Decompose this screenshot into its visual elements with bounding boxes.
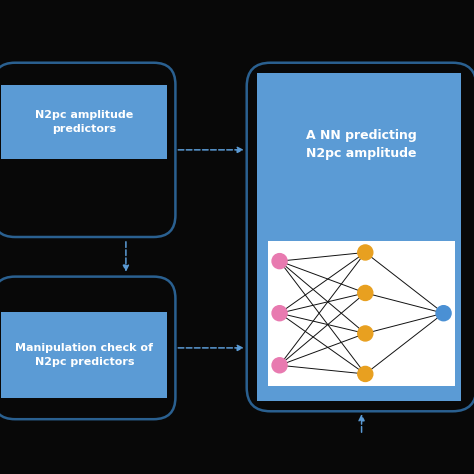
Circle shape: [358, 366, 373, 382]
FancyBboxPatch shape: [1, 85, 167, 159]
Text: A NN predicting
N2pc amplitude: A NN predicting N2pc amplitude: [306, 129, 417, 161]
Circle shape: [272, 254, 287, 269]
FancyBboxPatch shape: [268, 241, 455, 385]
Circle shape: [358, 245, 373, 260]
Circle shape: [358, 326, 373, 341]
Circle shape: [272, 306, 287, 321]
FancyBboxPatch shape: [1, 312, 167, 398]
Circle shape: [358, 285, 373, 301]
FancyBboxPatch shape: [0, 63, 175, 237]
Text: Manipulation check of
N2pc predictors: Manipulation check of N2pc predictors: [15, 343, 153, 367]
Text: N2pc amplitude
predictors: N2pc amplitude predictors: [35, 110, 134, 134]
FancyBboxPatch shape: [256, 73, 466, 401]
Circle shape: [272, 358, 287, 373]
Circle shape: [436, 306, 451, 321]
FancyBboxPatch shape: [0, 277, 175, 419]
FancyBboxPatch shape: [246, 63, 474, 411]
